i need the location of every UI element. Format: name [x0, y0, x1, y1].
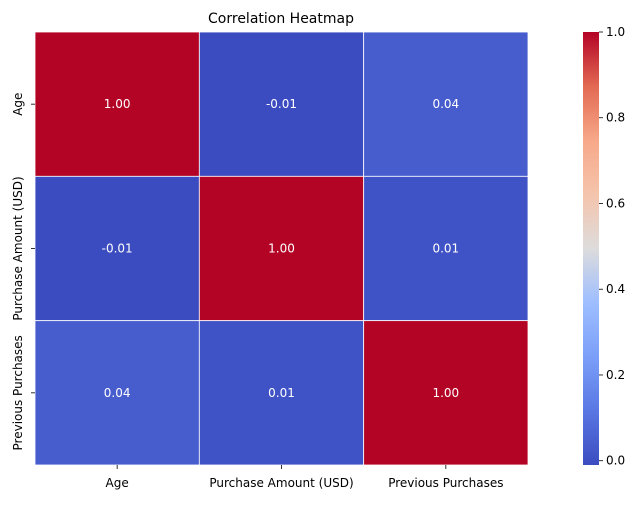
colorbar [583, 32, 599, 465]
colorbar-tick-label: 0.8 [606, 111, 625, 125]
cell-value-label: 0.01 [432, 242, 459, 256]
cell-value-label: 1.00 [104, 97, 131, 111]
y-axis: Age Purchase Amount (USD) Previous Purchas… [11, 93, 35, 450]
heatmap-cell [198, 320, 365, 466]
heatmap-cell [363, 31, 529, 177]
cell-value-label: 0.04 [104, 386, 131, 400]
colorbar-ticks: 0.0 0.2 0.4 0.6 0.8 1.0 [599, 25, 625, 468]
colorbar-tick-label: 0.6 [606, 196, 625, 210]
x-axis: Age Purchase Amount (USD) Previous Purchas… [106, 465, 503, 490]
cell-value-label: -0.01 [102, 242, 133, 256]
x-tick-label: Previous Purchases [388, 476, 503, 490]
y-tick-label: Age [11, 93, 25, 116]
x-tick-label: Purchase Amount (USD) [209, 476, 353, 490]
cell-value-label: 1.00 [268, 242, 295, 256]
heatmap-cell [363, 175, 529, 322]
heatmap-cell [34, 320, 200, 466]
heatmap-cell [34, 31, 200, 177]
colorbar-tick-label: 0.2 [606, 368, 625, 382]
x-tick-label: Age [106, 476, 129, 490]
y-tick-label: Purchase Amount (USD) [11, 176, 25, 320]
cell-value-label: -0.01 [266, 97, 297, 111]
colorbar-tick-label: 1.0 [606, 25, 625, 39]
heatmap-cell [198, 175, 365, 322]
y-tick-label: Previous Purchases [11, 335, 25, 450]
chart-title: Correlation Heatmap [208, 11, 354, 27]
heatmap-cell [34, 175, 200, 322]
cell-value-label: 1.00 [432, 386, 459, 400]
heatmap-cell [198, 31, 365, 177]
heatmap-cell-labels: 1.00 -0.01 0.04 -0.01 1.00 0.01 0.04 0.01 1.00 [102, 97, 460, 400]
colorbar-tick-label: 0.0 [606, 454, 625, 468]
colorbar-tick-label: 0.4 [606, 282, 625, 296]
heatmap-cells [34, 31, 529, 466]
cell-value-label: 0.04 [432, 97, 459, 111]
cell-value-label: 0.01 [268, 386, 295, 400]
